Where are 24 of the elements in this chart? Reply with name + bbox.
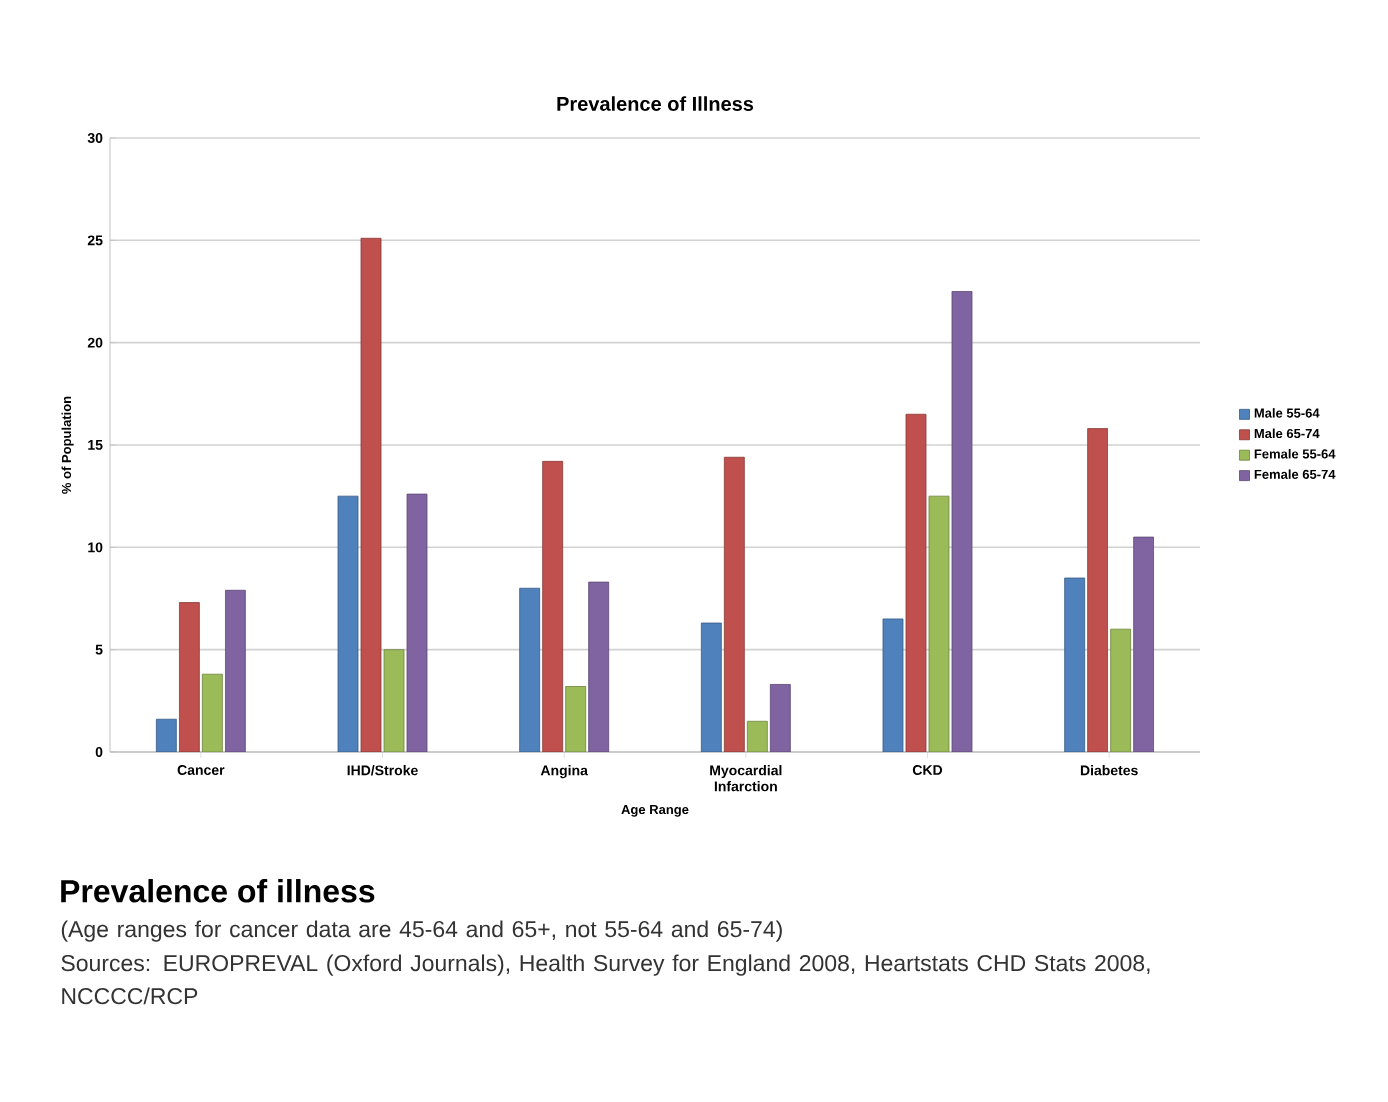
chart-title: Prevalence of Illness	[557, 96, 754, 111]
bar	[201, 673, 223, 752]
bar	[542, 460, 564, 752]
bar	[588, 581, 610, 752]
bar	[951, 291, 973, 752]
bar	[360, 237, 382, 752]
bar	[746, 720, 768, 752]
text: Prevalence of illness	[61, 879, 375, 903]
bar	[700, 622, 722, 752]
bar	[519, 587, 541, 752]
text: (Age ranges for cancer data are 45-64 and 65+, not 55-64 and 65-74)	[61, 920, 782, 942]
bar	[1064, 577, 1086, 752]
bar	[406, 493, 428, 752]
bar	[905, 413, 927, 752]
bar	[178, 602, 200, 752]
bar	[769, 684, 791, 752]
bar	[1110, 628, 1132, 752]
bar	[224, 589, 246, 752]
bar	[565, 686, 587, 752]
source-note: Sources: EUROPREVAL (Oxford Journals), Health Survey for England 2008, Heartstats CHD Stats 2008, NCCCC/RCP	[61, 954, 1150, 1005]
bar	[1087, 428, 1109, 752]
bar	[1133, 536, 1155, 752]
bar	[723, 456, 745, 752]
bar	[155, 718, 177, 752]
